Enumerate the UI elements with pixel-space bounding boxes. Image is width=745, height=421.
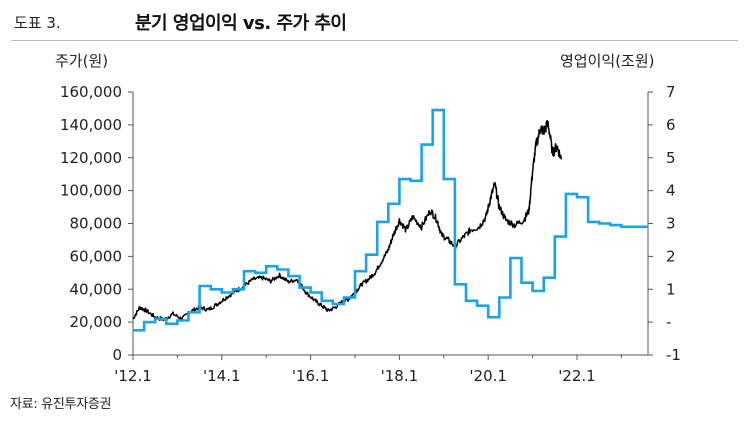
right-tick-label: 5 [666, 149, 676, 167]
header-divider [11, 40, 738, 41]
left-tick-label: 20,000 [70, 313, 123, 331]
stock-price-series-line [132, 120, 563, 322]
right-axis-unit-label: 영업이익(조원) [560, 52, 655, 70]
left-tick-label: 140,000 [60, 116, 122, 134]
chart-series [132, 108, 648, 332]
left-tick-label: 40,000 [70, 280, 123, 298]
x-tick-label: '20.1 [469, 367, 507, 385]
source-note: 자료: 유진투자증권 [10, 397, 112, 412]
right-tick-label: 1 [666, 280, 676, 298]
operating-profit-series-line [133, 108, 648, 332]
right-tick-label: 2 [666, 247, 676, 265]
x-tick-label: '22.1 [558, 367, 596, 385]
right-tick-label: 7 [666, 83, 676, 101]
right-tick-label: -1 [666, 346, 681, 364]
right-tick-label: 3 [666, 215, 676, 233]
x-tick-label: '14.1 [203, 367, 241, 385]
left-tick-label: 0 [112, 346, 122, 364]
left-tick-label: 120,000 [60, 149, 122, 167]
right-tick-label: 6 [666, 116, 676, 134]
left-tick-label: 100,000 [60, 182, 122, 200]
left-axis-unit-label: 주가(원) [55, 52, 109, 70]
chart-title: 분기 영업이익 vs. 주가 추이 [135, 13, 347, 34]
x-tick-label: '12.1 [114, 367, 152, 385]
left-tick-label: 60,000 [70, 247, 123, 265]
chart-axes [132, 92, 649, 356]
figure-header: 도표 3. 분기 영업이익 vs. 주가 추이 [0, 0, 745, 42]
chart-ticks: 0 20,000 40,000 60,000 80,000 100,000 120,000 1… [60, 83, 681, 385]
figure-number: 도표 3. [14, 14, 61, 32]
right-tick-label: 4 [666, 182, 676, 200]
x-tick-label: '16.1 [292, 367, 330, 385]
left-tick-label: 80,000 [70, 215, 123, 233]
right-tick-label: - [666, 313, 671, 331]
x-tick-label: '18.1 [381, 367, 419, 385]
left-tick-label: 160,000 [60, 83, 122, 101]
